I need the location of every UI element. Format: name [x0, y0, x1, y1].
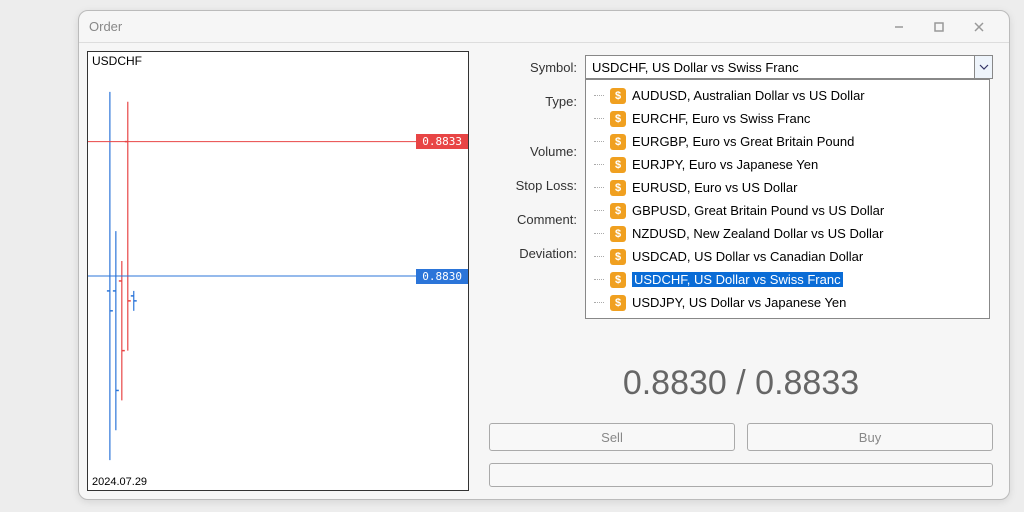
window-body: USDCHF 0.8833 0.8830 2024.07.29 Symbol: …: [79, 43, 1009, 499]
order-window: Order USDCHF 0.8833 0.8830 2024.07.29 Sy…: [78, 10, 1010, 500]
currency-icon: $: [610, 226, 626, 242]
titlebar: Order: [79, 11, 1009, 43]
dropdown-option-label: EURGBP, Euro vs Great Britain Pound: [632, 134, 854, 149]
symbol-select-value: USDCHF, US Dollar vs Swiss Franc: [592, 60, 986, 75]
currency-icon: $: [610, 249, 626, 265]
dropdown-option-label: EURJPY, Euro vs Japanese Yen: [632, 157, 818, 172]
price-chart: [88, 52, 468, 490]
dropdown-option[interactable]: $ AUDUSD, Australian Dollar vs US Dollar: [586, 84, 989, 107]
dropdown-option-label: USDCHF, US Dollar vs Swiss Franc: [632, 272, 843, 287]
currency-icon: $: [610, 180, 626, 196]
window-title: Order: [89, 19, 879, 34]
type-label: Type:: [489, 94, 577, 109]
dropdown-option[interactable]: $ EURUSD, Euro vs US Dollar: [586, 176, 989, 199]
comment-label: Comment:: [489, 212, 577, 227]
stoploss-label: Stop Loss:: [489, 178, 577, 193]
currency-icon: $: [610, 88, 626, 104]
close-button[interactable]: [959, 13, 999, 41]
symbol-row: Symbol: USDCHF, US Dollar vs Swiss Franc: [489, 55, 993, 79]
dropdown-option[interactable]: $ NZDUSD, New Zealand Dollar vs US Dollar: [586, 222, 989, 245]
chart-date-label: 2024.07.29: [92, 476, 147, 488]
price-quote: 0.8830 / 0.8833: [489, 356, 993, 411]
volume-label: Volume:: [489, 144, 577, 159]
currency-icon: $: [610, 111, 626, 127]
maximize-button[interactable]: [919, 13, 959, 41]
symbol-label: Symbol:: [489, 60, 577, 75]
minimize-button[interactable]: [879, 13, 919, 41]
maximize-icon: [933, 21, 945, 33]
dropdown-option[interactable]: $ USDJPY, US Dollar vs Japanese Yen: [586, 291, 989, 314]
minimize-icon: [893, 21, 905, 33]
ask-price-tag: 0.8833: [416, 134, 468, 149]
button-row: Sell Buy: [489, 421, 993, 453]
dropdown-option-label: AUDUSD, Australian Dollar vs US Dollar: [632, 88, 865, 103]
currency-icon: $: [610, 134, 626, 150]
currency-icon: $: [610, 295, 626, 311]
dropdown-option-label: GBPUSD, Great Britain Pound vs US Dollar: [632, 203, 884, 218]
currency-icon: $: [610, 203, 626, 219]
dropdown-option[interactable]: $ EURGBP, Euro vs Great Britain Pound: [586, 130, 989, 153]
dropdown-option[interactable]: $ USDCHF, US Dollar vs Swiss Franc: [586, 268, 989, 291]
chevron-down-icon: [974, 56, 992, 78]
sell-button[interactable]: Sell: [489, 423, 735, 451]
dropdown-option[interactable]: $ EURJPY, Euro vs Japanese Yen: [586, 153, 989, 176]
chart-panel: USDCHF 0.8833 0.8830 2024.07.29: [87, 51, 469, 491]
dropdown-option-label: USDJPY, US Dollar vs Japanese Yen: [632, 295, 846, 310]
dropdown-option[interactable]: $ GBPUSD, Great Britain Pound vs US Dolla…: [586, 199, 989, 222]
deviation-label: Deviation:: [489, 246, 577, 261]
dropdown-option-label: EURUSD, Euro vs US Dollar: [632, 180, 797, 195]
status-bar: [489, 463, 993, 487]
buy-button[interactable]: Buy: [747, 423, 993, 451]
dropdown-option[interactable]: $ EURCHF, Euro vs Swiss Franc: [586, 107, 989, 130]
bid-price-tag: 0.8830: [416, 269, 468, 284]
close-icon: [973, 21, 985, 33]
symbol-dropdown[interactable]: $AUDUSD, Australian Dollar vs US Dollar$…: [585, 79, 990, 319]
currency-icon: $: [610, 272, 626, 288]
currency-icon: $: [610, 157, 626, 173]
symbol-select[interactable]: USDCHF, US Dollar vs Swiss Franc: [585, 55, 993, 79]
dropdown-option-label: NZDUSD, New Zealand Dollar vs US Dollar: [632, 226, 883, 241]
dropdown-option-label: EURCHF, Euro vs Swiss Franc: [632, 111, 810, 126]
form-panel: Symbol: USDCHF, US Dollar vs Swiss Franc…: [481, 51, 1001, 491]
dropdown-option[interactable]: $ USDCAD, US Dollar vs Canadian Dollar: [586, 245, 989, 268]
dropdown-option-label: USDCAD, US Dollar vs Canadian Dollar: [632, 249, 863, 264]
